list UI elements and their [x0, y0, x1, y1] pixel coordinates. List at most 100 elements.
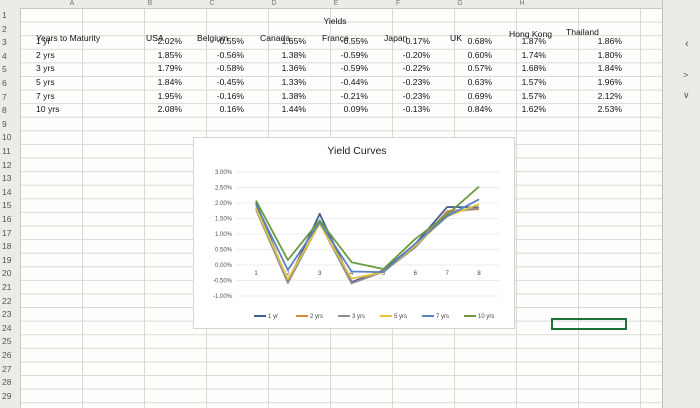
yield-value-cell[interactable]: 0.69%: [467, 90, 492, 101]
row-number[interactable]: 25: [2, 336, 12, 347]
maturity-label[interactable]: 1 yr: [36, 36, 51, 47]
column-letter[interactable]: A: [69, 0, 75, 7]
yield-value-cell[interactable]: 1.33%: [281, 77, 306, 87]
yield-value-cell[interactable]: 1.44%: [281, 104, 306, 115]
header-usa[interactable]: USA: [146, 33, 164, 43]
years-to-maturity-header[interactable]: Years to Maturity: [36, 33, 101, 43]
header-uk[interactable]: UK: [450, 33, 462, 43]
yields-label[interactable]: Yields: [323, 16, 347, 26]
column-letter[interactable]: B: [147, 0, 153, 7]
header-hong-kong[interactable]: Hong Kong: [509, 29, 553, 39]
yield-value-cell[interactable]: 1.84%: [597, 63, 622, 74]
yield-curves-chart[interactable]: Yield Curves 3.00% 2.50% 2.00% 1.50% 1.00% 0.…: [193, 137, 515, 329]
yield-value-cell[interactable]: 1.57%: [521, 77, 546, 87]
yield-value-cell[interactable]: -0.58%: [216, 63, 244, 74]
column-letter[interactable]: E: [333, 0, 339, 7]
row-number[interactable]: 26: [2, 350, 12, 360]
series-line-7-yrs[interactable]: [255, 198, 480, 274]
row-number[interactable]: 2: [2, 23, 7, 34]
yield-value-cell[interactable]: 0.16%: [219, 104, 244, 115]
yield-value-cell[interactable]: 0.84%: [467, 104, 492, 115]
yield-value-cell[interactable]: -0.44%: [340, 77, 368, 87]
yield-value-cell[interactable]: 1.96%: [597, 77, 622, 87]
row-number[interactable]: 17: [2, 227, 12, 238]
row-number[interactable]: 10: [2, 132, 12, 143]
yield-value-cell[interactable]: 0.09%: [343, 104, 368, 115]
row-number[interactable]: 21: [2, 282, 12, 292]
row-number[interactable]: 27: [2, 363, 12, 374]
yield-value-cell[interactable]: 1.79%: [157, 63, 182, 74]
row-number[interactable]: 15: [2, 200, 12, 211]
yield-value-cell[interactable]: 2.53%: [597, 104, 622, 115]
maturity-label[interactable]: 2 yrs: [36, 49, 55, 60]
yield-value-cell[interactable]: 1.62%: [521, 104, 546, 115]
yield-value-cell[interactable]: -0.22%: [402, 63, 430, 74]
yield-value-cell[interactable]: 0.68%: [467, 36, 492, 47]
chevron-down-icon[interactable]: ∨: [683, 90, 690, 100]
yield-value-cell[interactable]: 1.85%: [157, 49, 182, 60]
row-number[interactable]: 5: [2, 64, 7, 75]
row-number[interactable]: 9: [2, 118, 7, 129]
chevron-left-icon[interactable]: ‹: [685, 38, 689, 50]
yield-value-cell[interactable]: 1.80%: [597, 49, 622, 60]
column-letter[interactable]: F: [395, 0, 401, 7]
column-letter[interactable]: D: [271, 0, 277, 7]
row-number[interactable]: 13: [2, 173, 12, 184]
row-number[interactable]: 16: [2, 214, 12, 224]
row-number[interactable]: 4: [2, 50, 7, 61]
header-france[interactable]: France: [322, 33, 349, 43]
column-letter[interactable]: G: [457, 0, 463, 7]
maturity-label[interactable]: 3 yrs: [36, 63, 55, 74]
yield-value-cell[interactable]: -0.55%: [340, 36, 368, 47]
column-letter[interactable]: H: [519, 0, 525, 7]
maturity-label[interactable]: 5 yrs: [36, 77, 55, 87]
yield-value-cell[interactable]: -0.59%: [340, 63, 368, 74]
maturity-label[interactable]: 10 yrs: [36, 104, 60, 115]
row-number[interactable]: 7: [2, 91, 7, 102]
yield-value-cell[interactable]: 1.68%: [521, 63, 546, 74]
row-number[interactable]: 19: [2, 254, 12, 265]
row-number[interactable]: 18: [2, 241, 12, 252]
yield-value-cell[interactable]: -0.55%: [216, 36, 244, 47]
row-number[interactable]: 22: [2, 295, 12, 306]
yield-value-cell[interactable]: 0.63%: [467, 77, 492, 87]
row-number[interactable]: 1: [2, 10, 7, 20]
yield-value-cell[interactable]: 0.57%: [467, 63, 492, 74]
yield-value-cell[interactable]: -0.17%: [402, 36, 430, 47]
yield-value-cell[interactable]: 1.38%: [281, 49, 306, 60]
yield-value-cell[interactable]: 1.65%: [281, 36, 306, 47]
header-japan[interactable]: Japan: [384, 33, 408, 43]
row-number[interactable]: 14: [2, 186, 12, 197]
yield-value-cell[interactable]: 2.12%: [597, 90, 622, 101]
yield-value-cell[interactable]: 1.38%: [281, 90, 306, 101]
row-number[interactable]: 28: [2, 377, 12, 388]
row-number[interactable]: 12: [2, 159, 12, 170]
yield-value-cell[interactable]: -0.20%: [402, 49, 430, 60]
selected-cell[interactable]: [551, 318, 627, 330]
chevron-right-icon[interactable]: >: [683, 70, 689, 80]
yield-value-cell[interactable]: 1.87%: [521, 36, 546, 47]
yield-value-cell[interactable]: -0.21%: [340, 90, 368, 101]
yield-value-cell[interactable]: 1.74%: [521, 49, 546, 60]
yield-value-cell[interactable]: 1.57%: [521, 90, 546, 101]
row-number[interactable]: 11: [2, 146, 11, 156]
row-number[interactable]: 8: [2, 105, 7, 116]
row-number[interactable]: 23: [2, 309, 12, 320]
yield-value-cell[interactable]: 2.02%: [157, 36, 182, 47]
header-belgium[interactable]: Belgium: [197, 33, 229, 43]
row-number[interactable]: 29: [2, 390, 12, 401]
yield-value-cell[interactable]: -0.23%: [402, 77, 430, 87]
row-number[interactable]: 20: [2, 268, 12, 279]
yield-value-cell[interactable]: 2.08%: [157, 104, 182, 115]
maturity-label[interactable]: 7 yrs: [36, 90, 55, 101]
yield-value-cell[interactable]: 1.95%: [157, 90, 182, 101]
header-canada[interactable]: Canada: [260, 33, 291, 43]
yield-value-cell[interactable]: -0.59%: [340, 49, 368, 60]
yield-value-cell[interactable]: -0.56%: [216, 49, 244, 60]
yield-value-cell[interactable]: 1.36%: [281, 63, 306, 74]
row-number[interactable]: 6: [2, 78, 7, 88]
yield-value-cell[interactable]: -0.13%: [402, 104, 430, 115]
row-number[interactable]: 24: [2, 322, 12, 333]
yield-value-cell[interactable]: 1.86%: [597, 36, 622, 47]
yield-value-cell[interactable]: -0.45%: [216, 77, 244, 87]
